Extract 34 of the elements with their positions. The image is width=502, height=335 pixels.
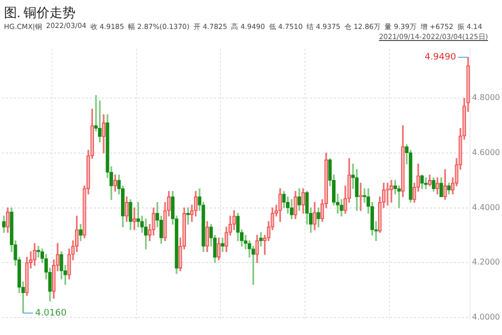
candlestick xyxy=(290,199,294,220)
y-tick-label: 4.6000 xyxy=(472,148,500,158)
annotation: 4.9490 xyxy=(424,52,456,63)
y-tick-label: 4.0000 xyxy=(472,312,500,322)
candlestick xyxy=(132,207,136,230)
candlestick xyxy=(259,232,263,247)
candlestick xyxy=(312,202,316,230)
candlestick xyxy=(102,114,106,154)
candlestick xyxy=(294,191,298,220)
candlestick xyxy=(420,174,424,189)
annotation: 4.0160 xyxy=(35,308,67,318)
candlestick xyxy=(386,182,390,206)
candlestick xyxy=(220,238,224,252)
candlestick xyxy=(278,188,282,222)
candlestick xyxy=(432,177,436,192)
candlestick xyxy=(428,174,432,186)
y-tick-label: 4.8000 xyxy=(472,93,500,102)
candlestick xyxy=(205,221,210,252)
candlestick xyxy=(216,238,221,260)
candlestick xyxy=(6,207,10,233)
candlestick xyxy=(301,188,305,214)
candlestick xyxy=(447,182,451,194)
candlestick xyxy=(144,218,148,250)
candlestick xyxy=(128,199,132,230)
y-tick-label: 4.2000 xyxy=(472,258,500,267)
chart-title: 图. 铜价走势 xyxy=(3,4,76,22)
candlestick xyxy=(316,207,320,228)
y-tick-label: 4.4000 xyxy=(472,202,500,212)
candlestick xyxy=(443,169,447,200)
candlestick xyxy=(401,125,405,198)
candlestick xyxy=(297,188,302,211)
candlestick xyxy=(186,207,190,225)
candlestick xyxy=(124,196,129,222)
candlestick xyxy=(2,216,6,233)
